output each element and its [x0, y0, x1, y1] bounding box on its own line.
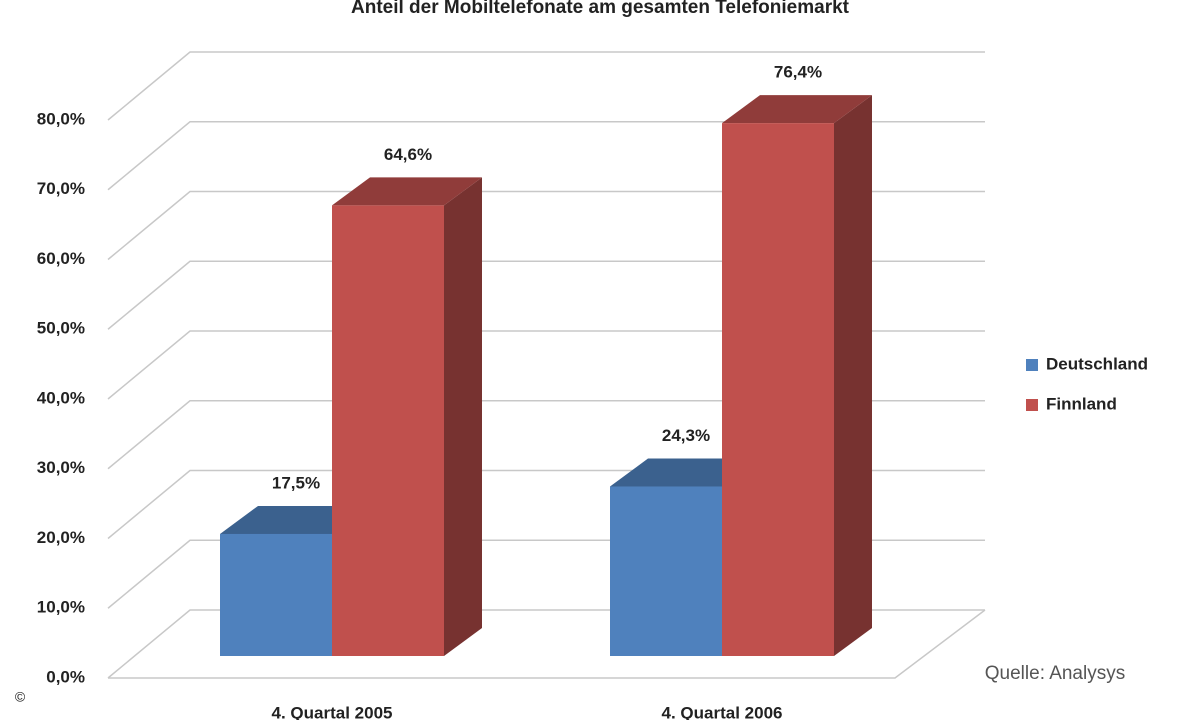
source: Quelle: Analysys [985, 663, 1125, 684]
y-tick-label: 50,0% [37, 319, 85, 338]
chart-title: Anteil der Mobiltelefonate am gesamten T… [351, 0, 850, 18]
y-tick-label: 60,0% [37, 249, 85, 268]
legend-label: Finnland [1046, 394, 1117, 413]
grid-line [107, 121, 985, 191]
y-tick-label: 10,0% [37, 598, 85, 617]
floor [108, 609, 986, 679]
grid-line [107, 51, 985, 121]
grid-line [107, 330, 985, 400]
grid-line [107, 190, 985, 261]
data-label: 64,6% [384, 145, 432, 164]
y-tick-label: 0,0% [46, 667, 85, 686]
y-tick-label: 30,0% [37, 458, 85, 477]
y-tick-label: 80,0% [37, 109, 85, 128]
x-tick-label: 4. Quartal 2005 [272, 703, 393, 720]
bar [610, 486, 722, 656]
bar-side [834, 95, 872, 657]
copyright: © [15, 689, 26, 705]
y-tick-label: 70,0% [37, 179, 85, 198]
legend-swatch [1026, 359, 1038, 371]
bar [220, 533, 332, 656]
y-tick-label: 20,0% [37, 528, 85, 547]
y-tick-label: 40,0% [37, 388, 85, 407]
grid-line [107, 260, 985, 330]
data-label: 24,3% [662, 426, 710, 445]
x-tick-label: 4. Quartal 2006 [662, 703, 783, 720]
bar [722, 123, 834, 657]
bar [332, 205, 444, 657]
grid-line [107, 400, 985, 470]
bar-top [722, 95, 872, 124]
data-label: 17,5% [272, 473, 320, 492]
bar-top [332, 177, 482, 206]
legend-label: Deutschland [1046, 354, 1148, 373]
bar-side [444, 177, 482, 657]
data-label: 76,4% [774, 63, 822, 82]
legend-swatch [1026, 399, 1038, 411]
